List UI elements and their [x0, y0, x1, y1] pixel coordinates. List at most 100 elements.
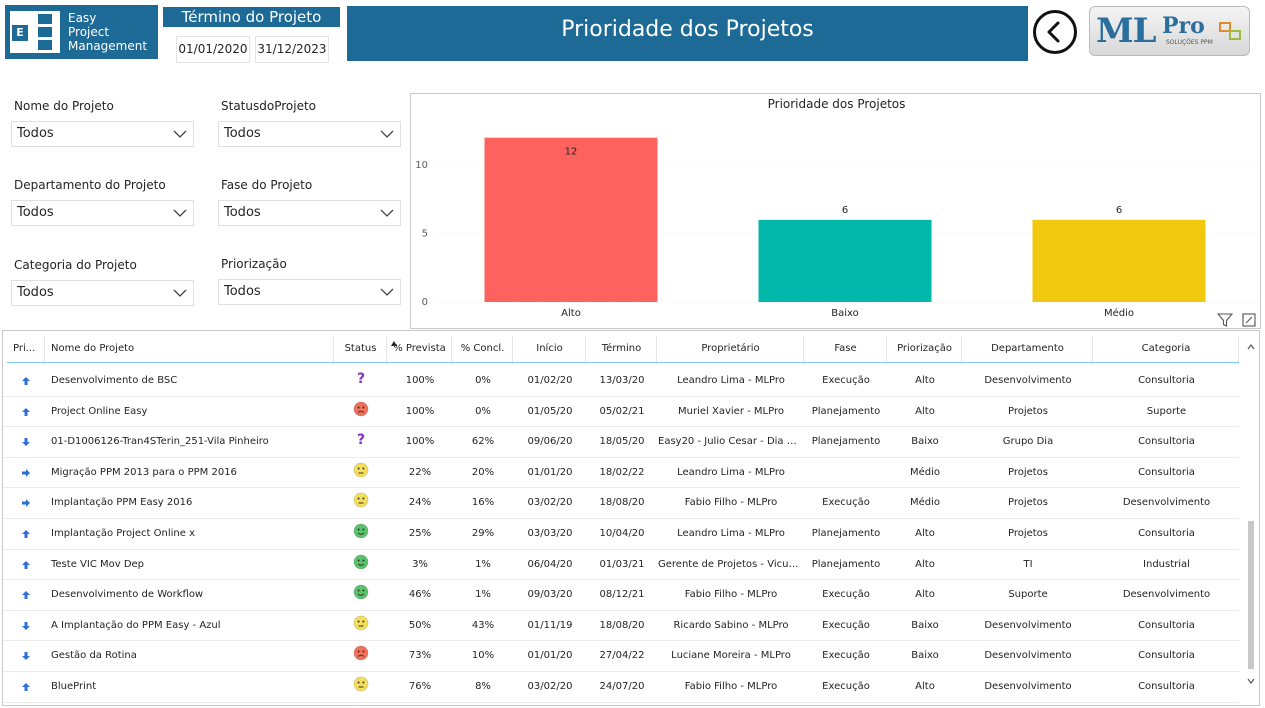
- cell-categoria: Consultoria: [1138, 528, 1195, 539]
- column-header[interactable]: Fase: [805, 336, 887, 364]
- cell-termino: 27/04/22: [599, 650, 645, 662]
- scrollbar-thumb[interactable]: [1248, 521, 1254, 669]
- bar-baixo[interactable]: [758, 219, 932, 302]
- column-header[interactable]: Nome do Projeto: [49, 336, 334, 364]
- cell-termino: 13/03/20: [599, 375, 645, 386]
- arrow-down-icon: [13, 427, 45, 457]
- cell-termino: 08/12/21: [599, 589, 645, 601]
- cell-fase: Execução: [822, 375, 870, 386]
- cell-categoria: Consultoria: [1138, 681, 1195, 692]
- cell-departamento: Projetos: [1007, 466, 1049, 478]
- cell-termino: 24/07/20: [599, 681, 645, 692]
- logo-line: Management: [68, 39, 148, 53]
- cell-departamento: Desenvolvimento: [984, 619, 1072, 631]
- date-start-input[interactable]: 01/01/2020: [176, 36, 250, 63]
- priority-chart[interactable]: Prioridade dos Projetos 0 5 10 12 Alto 6 Baixo…: [410, 93, 1261, 329]
- cell-departamento: Desenvolvimento: [984, 681, 1072, 692]
- filter-icon[interactable]: [1217, 312, 1233, 328]
- table-row[interactable]: Desenvolvimento de BSC? 100% 0% 01/02/20 13/…: [3, 366, 1239, 397]
- scroll-down-icon[interactable]: [1246, 677, 1256, 685]
- table-row[interactable]: Desenvolvimento de Workflow 46% 1% 09/03/20…: [3, 580, 1239, 611]
- bar-alto[interactable]: [484, 137, 658, 302]
- cell-proprietario: Muriel Xavier - MLPro: [678, 405, 784, 417]
- table-row[interactable]: Gestão da Rotina 73% 10% 01/01/20 27/04/22 Lu…: [3, 641, 1239, 672]
- table-row[interactable]: Implantação Project Online x 25% 29% 03/03/…: [3, 519, 1239, 550]
- chevron-down-icon: [173, 289, 187, 297]
- data-label: 12: [565, 147, 578, 158]
- table-row[interactable]: Project Online Easy 100% 0% 01/05/20 05/02/2…: [3, 397, 1239, 428]
- filter-categoria-dropdown[interactable]: Todos: [11, 280, 194, 306]
- y-tick-label: 10: [415, 160, 428, 171]
- cell-fase: Execução: [822, 619, 870, 631]
- red-status-icon: [335, 397, 387, 427]
- cell-inicio: 01/11/19: [527, 619, 573, 631]
- filter-value: Todos: [17, 285, 54, 300]
- cell-concl: 62%: [471, 436, 495, 448]
- column-header[interactable]: Departamento: [963, 336, 1093, 364]
- cell-concl: 1%: [475, 558, 491, 570]
- logo-text: Easy Project Management: [68, 11, 147, 53]
- cell-proprietario: Easy20 - Julio Cesar - Dia G...: [658, 436, 804, 448]
- column-header[interactable]: % Prevista: [388, 336, 452, 364]
- cell-prevista: 100%: [405, 436, 435, 448]
- yellow-status-icon: [335, 458, 387, 488]
- arrow-right-icon: [13, 458, 45, 488]
- filter-value: Todos: [224, 205, 261, 220]
- column-header[interactable]: Início: [514, 336, 586, 364]
- column-header[interactable]: Priorização: [888, 336, 962, 364]
- table-row[interactable]: BluePrint 76% 8% 03/02/20 24/07/20 Fabio Filh…: [3, 672, 1239, 703]
- column-header[interactable]: % Concl.: [453, 336, 513, 364]
- projects-table[interactable]: Pri... Nome do Projeto Status% Prevista% C…: [2, 330, 1260, 706]
- brand-puzzle-icon: [1219, 22, 1241, 40]
- cell-fase: Planejamento: [811, 558, 881, 570]
- cell-inicio: 06/04/20: [527, 558, 573, 570]
- cell-inicio: 01/01/20: [527, 650, 573, 662]
- table-row[interactable]: Implantação PPM Easy 2016 24% 16% 03/02/20 1…: [3, 488, 1239, 519]
- filter-priorizacao-dropdown[interactable]: Todos: [218, 279, 401, 305]
- cell-inicio: 01/05/20: [527, 405, 573, 417]
- bar-médio[interactable]: [1032, 219, 1206, 302]
- cell-concl: 0%: [475, 405, 491, 417]
- cell-prevista: 50%: [408, 619, 432, 631]
- scrollbar[interactable]: [1246, 343, 1256, 695]
- column-header[interactable]: Categoria: [1094, 336, 1239, 364]
- cell-fase: Execução: [822, 497, 870, 509]
- back-button[interactable]: [1033, 10, 1077, 54]
- date-end-input[interactable]: 31/12/2023: [255, 36, 329, 63]
- cell-prevista: 100%: [405, 405, 435, 417]
- filter-fase-dropdown[interactable]: Todos: [218, 200, 401, 226]
- column-header[interactable]: Pri...: [13, 336, 45, 364]
- cell-inicio: 09/06/20: [527, 436, 573, 448]
- page-title: Prioridade dos Projetos: [347, 6, 1028, 61]
- filter-status-dropdown[interactable]: Todos: [218, 121, 401, 147]
- arrow-down-icon: [13, 641, 45, 671]
- logo-mark: E: [10, 11, 60, 53]
- table-row[interactable]: 01-D1006126-Tran4STerin_251-Vila Pinheir…: [3, 427, 1239, 458]
- cell-inicio: 03/02/20: [527, 681, 573, 692]
- cell-priorizacao: Baixo: [911, 650, 939, 662]
- filter-label-nome: Nome do Projeto: [14, 99, 114, 113]
- table-row[interactable]: A Implantação do PPM Easy - Azul 50% 43% 01…: [3, 611, 1239, 642]
- cell-concl: 1%: [475, 589, 491, 601]
- scroll-up-icon[interactable]: [1246, 343, 1256, 351]
- cell-prevista: 25%: [408, 528, 432, 539]
- column-header[interactable]: Término: [587, 336, 657, 364]
- column-header[interactable]: Proprietário: [658, 336, 804, 364]
- cell-categoria: Consultoria: [1138, 466, 1195, 478]
- table-row[interactable]: Migração PPM 2013 para o PPM 2016 22% 20% 0…: [3, 458, 1239, 489]
- focus-mode-icon[interactable]: [1241, 312, 1257, 328]
- data-label: 6: [842, 205, 848, 216]
- cell-prevista: 22%: [408, 466, 432, 478]
- cell-proprietario: Leandro Lima - MLPro: [677, 375, 785, 386]
- filter-departamento-dropdown[interactable]: Todos: [11, 200, 194, 226]
- yellow-status-icon: [335, 672, 387, 702]
- cell-departamento: Projetos: [1007, 528, 1049, 539]
- column-header[interactable]: Status: [335, 336, 387, 364]
- sort-ascending-icon: [391, 341, 397, 346]
- cell-concl: 29%: [471, 528, 495, 539]
- filter-nome-dropdown[interactable]: Todos: [11, 121, 194, 147]
- cell-proprietario: Gerente de Projetos - Vicun...: [658, 558, 804, 570]
- table-row[interactable]: Teste VIC Mov Dep 3% 1% 06/04/20 01/03/21 Ger…: [3, 550, 1239, 581]
- cell-nome: Implantação Project Online x: [51, 528, 195, 539]
- y-tick-label: 0: [422, 297, 428, 308]
